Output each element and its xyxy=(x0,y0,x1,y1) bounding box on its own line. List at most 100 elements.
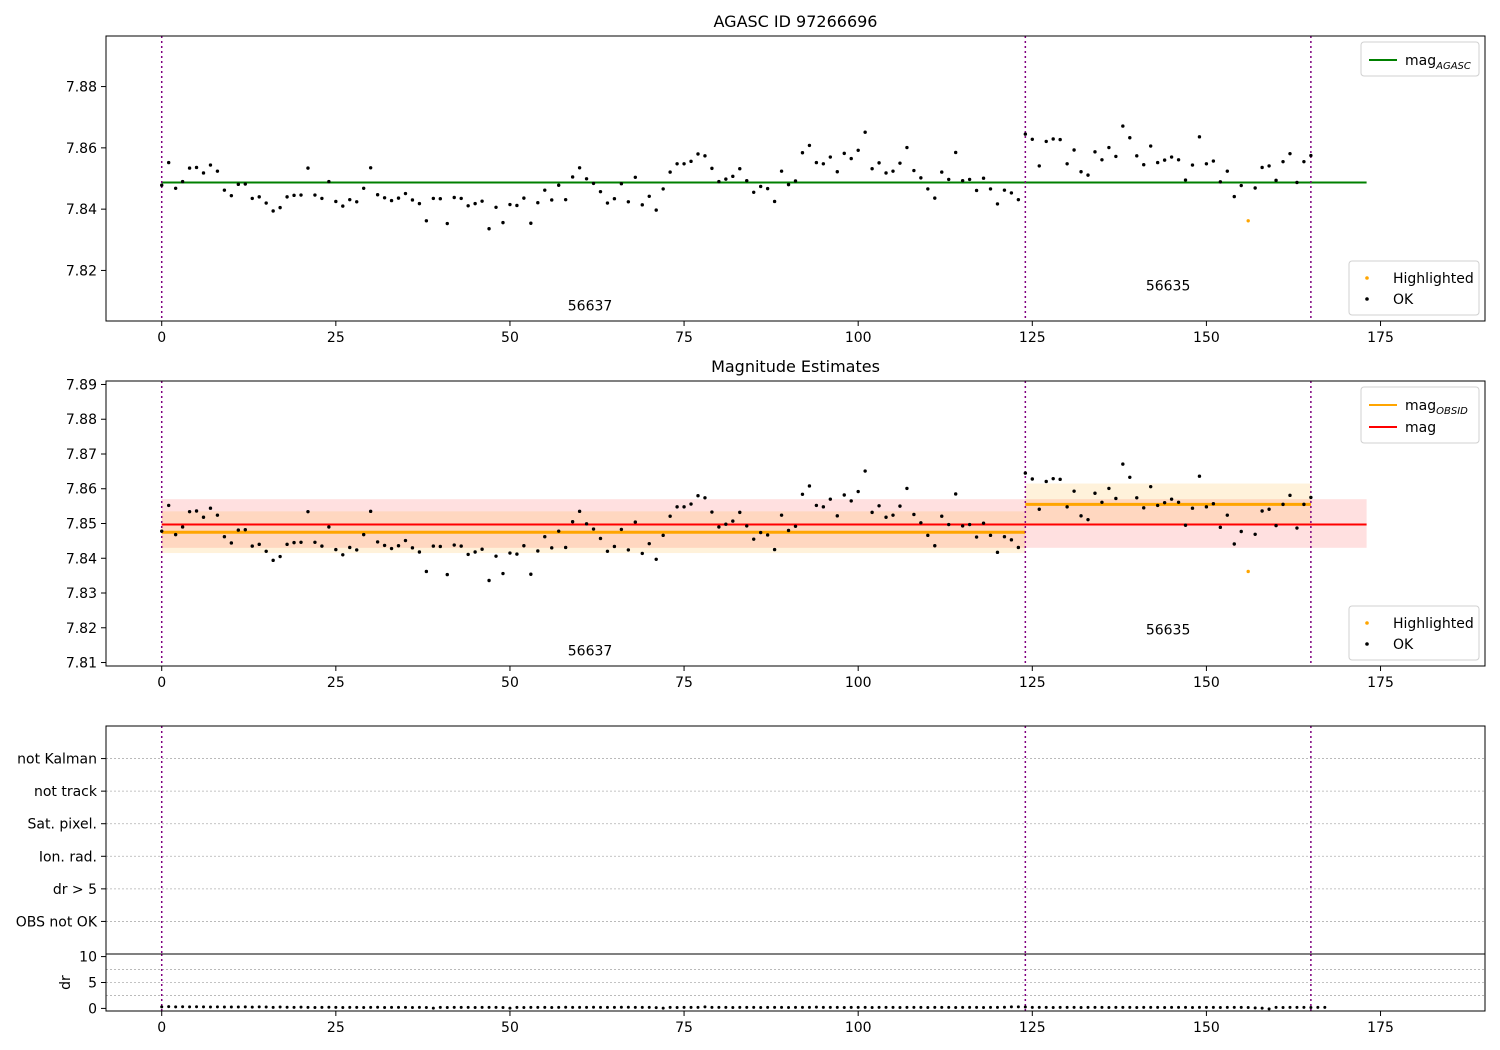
dr-point xyxy=(1037,1005,1041,1009)
dr-point xyxy=(1072,1005,1076,1009)
dr-point xyxy=(1281,1005,1285,1009)
dr-point xyxy=(612,1005,616,1009)
ok-point xyxy=(870,166,874,171)
ok-point xyxy=(264,549,268,554)
dr-point xyxy=(236,1005,240,1009)
ok-point xyxy=(807,484,812,488)
dr-point xyxy=(1016,1005,1020,1009)
dr-point xyxy=(1114,1005,1118,1009)
dr-point xyxy=(208,1005,212,1009)
ok-point xyxy=(180,179,185,184)
ok-point xyxy=(953,150,958,155)
ok-point xyxy=(654,208,658,212)
dr-point xyxy=(257,1005,261,1009)
ok-point xyxy=(1093,491,1097,495)
ok-point xyxy=(786,528,791,533)
flag-label: Ion. rad. xyxy=(39,849,97,865)
ok-point xyxy=(1267,507,1271,511)
ok-point xyxy=(779,513,784,517)
ok-point xyxy=(250,544,254,548)
highlighted-point xyxy=(1246,219,1250,223)
dr-point xyxy=(682,1005,686,1009)
dr-point xyxy=(536,1005,540,1009)
legend-label: Highlighted xyxy=(1393,616,1474,632)
y-axis-label: dr xyxy=(58,975,74,990)
ok-point xyxy=(884,515,888,519)
ok-point xyxy=(1274,178,1278,183)
ok-point xyxy=(445,221,449,226)
y-tick-label: 7.87 xyxy=(66,447,97,463)
dr-point xyxy=(397,1005,401,1009)
ok-point xyxy=(187,166,192,170)
dr-point xyxy=(863,1005,867,1009)
dr-point xyxy=(362,1005,366,1009)
ok-point xyxy=(361,186,366,191)
ok-point xyxy=(661,533,665,538)
ok-point xyxy=(1253,532,1257,536)
ok-point xyxy=(905,486,909,491)
ok-point xyxy=(452,543,456,547)
ok-point xyxy=(278,554,282,559)
dr-point xyxy=(842,1005,846,1009)
ok-point xyxy=(856,489,860,494)
ok-point xyxy=(1002,188,1007,192)
dr-point xyxy=(459,1005,463,1009)
ok-point xyxy=(953,492,958,496)
ok-point xyxy=(1281,502,1285,507)
panel-agasc: 56637 56635 0 25 50 75 100 125 150 175 7.82 7.84 7.8… xyxy=(66,12,1486,346)
ok-point xyxy=(515,552,519,556)
dr-point xyxy=(1316,1005,1320,1009)
dr-point xyxy=(292,1005,296,1009)
ok-point xyxy=(1239,183,1243,188)
ok-point xyxy=(473,550,477,554)
ok-point xyxy=(633,175,638,179)
ok-point xyxy=(598,189,603,194)
ok-point xyxy=(285,542,289,547)
obsid-annotation: 56637 xyxy=(568,298,613,314)
ok-point xyxy=(995,550,1000,555)
dr-point xyxy=(1274,1005,1278,1009)
ok-point xyxy=(765,186,770,191)
ok-point xyxy=(821,162,826,166)
ok-point xyxy=(1030,137,1034,141)
ok-point xyxy=(243,528,247,532)
dr-point xyxy=(160,1005,164,1009)
dr-point xyxy=(522,1005,526,1009)
flag-label: not Kalman xyxy=(17,752,97,768)
legend-marker xyxy=(1365,621,1369,625)
ok-point xyxy=(1155,503,1160,508)
dr-point xyxy=(1100,1005,1104,1009)
ok-point xyxy=(981,521,986,525)
ok-point xyxy=(341,204,345,208)
dr-point xyxy=(188,1005,192,1009)
ok-point xyxy=(180,525,185,529)
ok-point xyxy=(194,165,199,170)
dr-point xyxy=(1184,1005,1188,1009)
ok-point xyxy=(1030,477,1034,481)
ok-point xyxy=(389,198,394,203)
panel-magnitude-estimates: 56637 56635 0 25 50 75 100 125 150 175 7.81 7.82 7.8… xyxy=(66,357,1486,691)
ok-point xyxy=(814,160,819,165)
dr-point xyxy=(828,1005,832,1009)
ok-point xyxy=(1176,158,1181,162)
dr-point xyxy=(745,1005,749,1009)
ok-point xyxy=(1086,173,1090,177)
dr-point xyxy=(1239,1005,1243,1009)
dr-point xyxy=(933,1005,937,1009)
ok-point xyxy=(229,193,234,198)
ok-point xyxy=(863,469,867,473)
dr-point xyxy=(919,1005,923,1009)
ok-point xyxy=(605,549,610,554)
ok-point xyxy=(417,201,422,206)
dr-point xyxy=(759,1005,763,1009)
ok-point xyxy=(1037,507,1041,511)
ok-point xyxy=(1197,135,1202,139)
ok-point xyxy=(403,191,408,196)
ok-point xyxy=(1128,136,1132,140)
ok-point xyxy=(1176,500,1181,504)
dr-point xyxy=(167,1005,171,1009)
ok-point xyxy=(1016,197,1021,202)
ok-point xyxy=(368,509,373,514)
ok-point xyxy=(1079,514,1083,518)
dr-point xyxy=(961,1005,965,1009)
